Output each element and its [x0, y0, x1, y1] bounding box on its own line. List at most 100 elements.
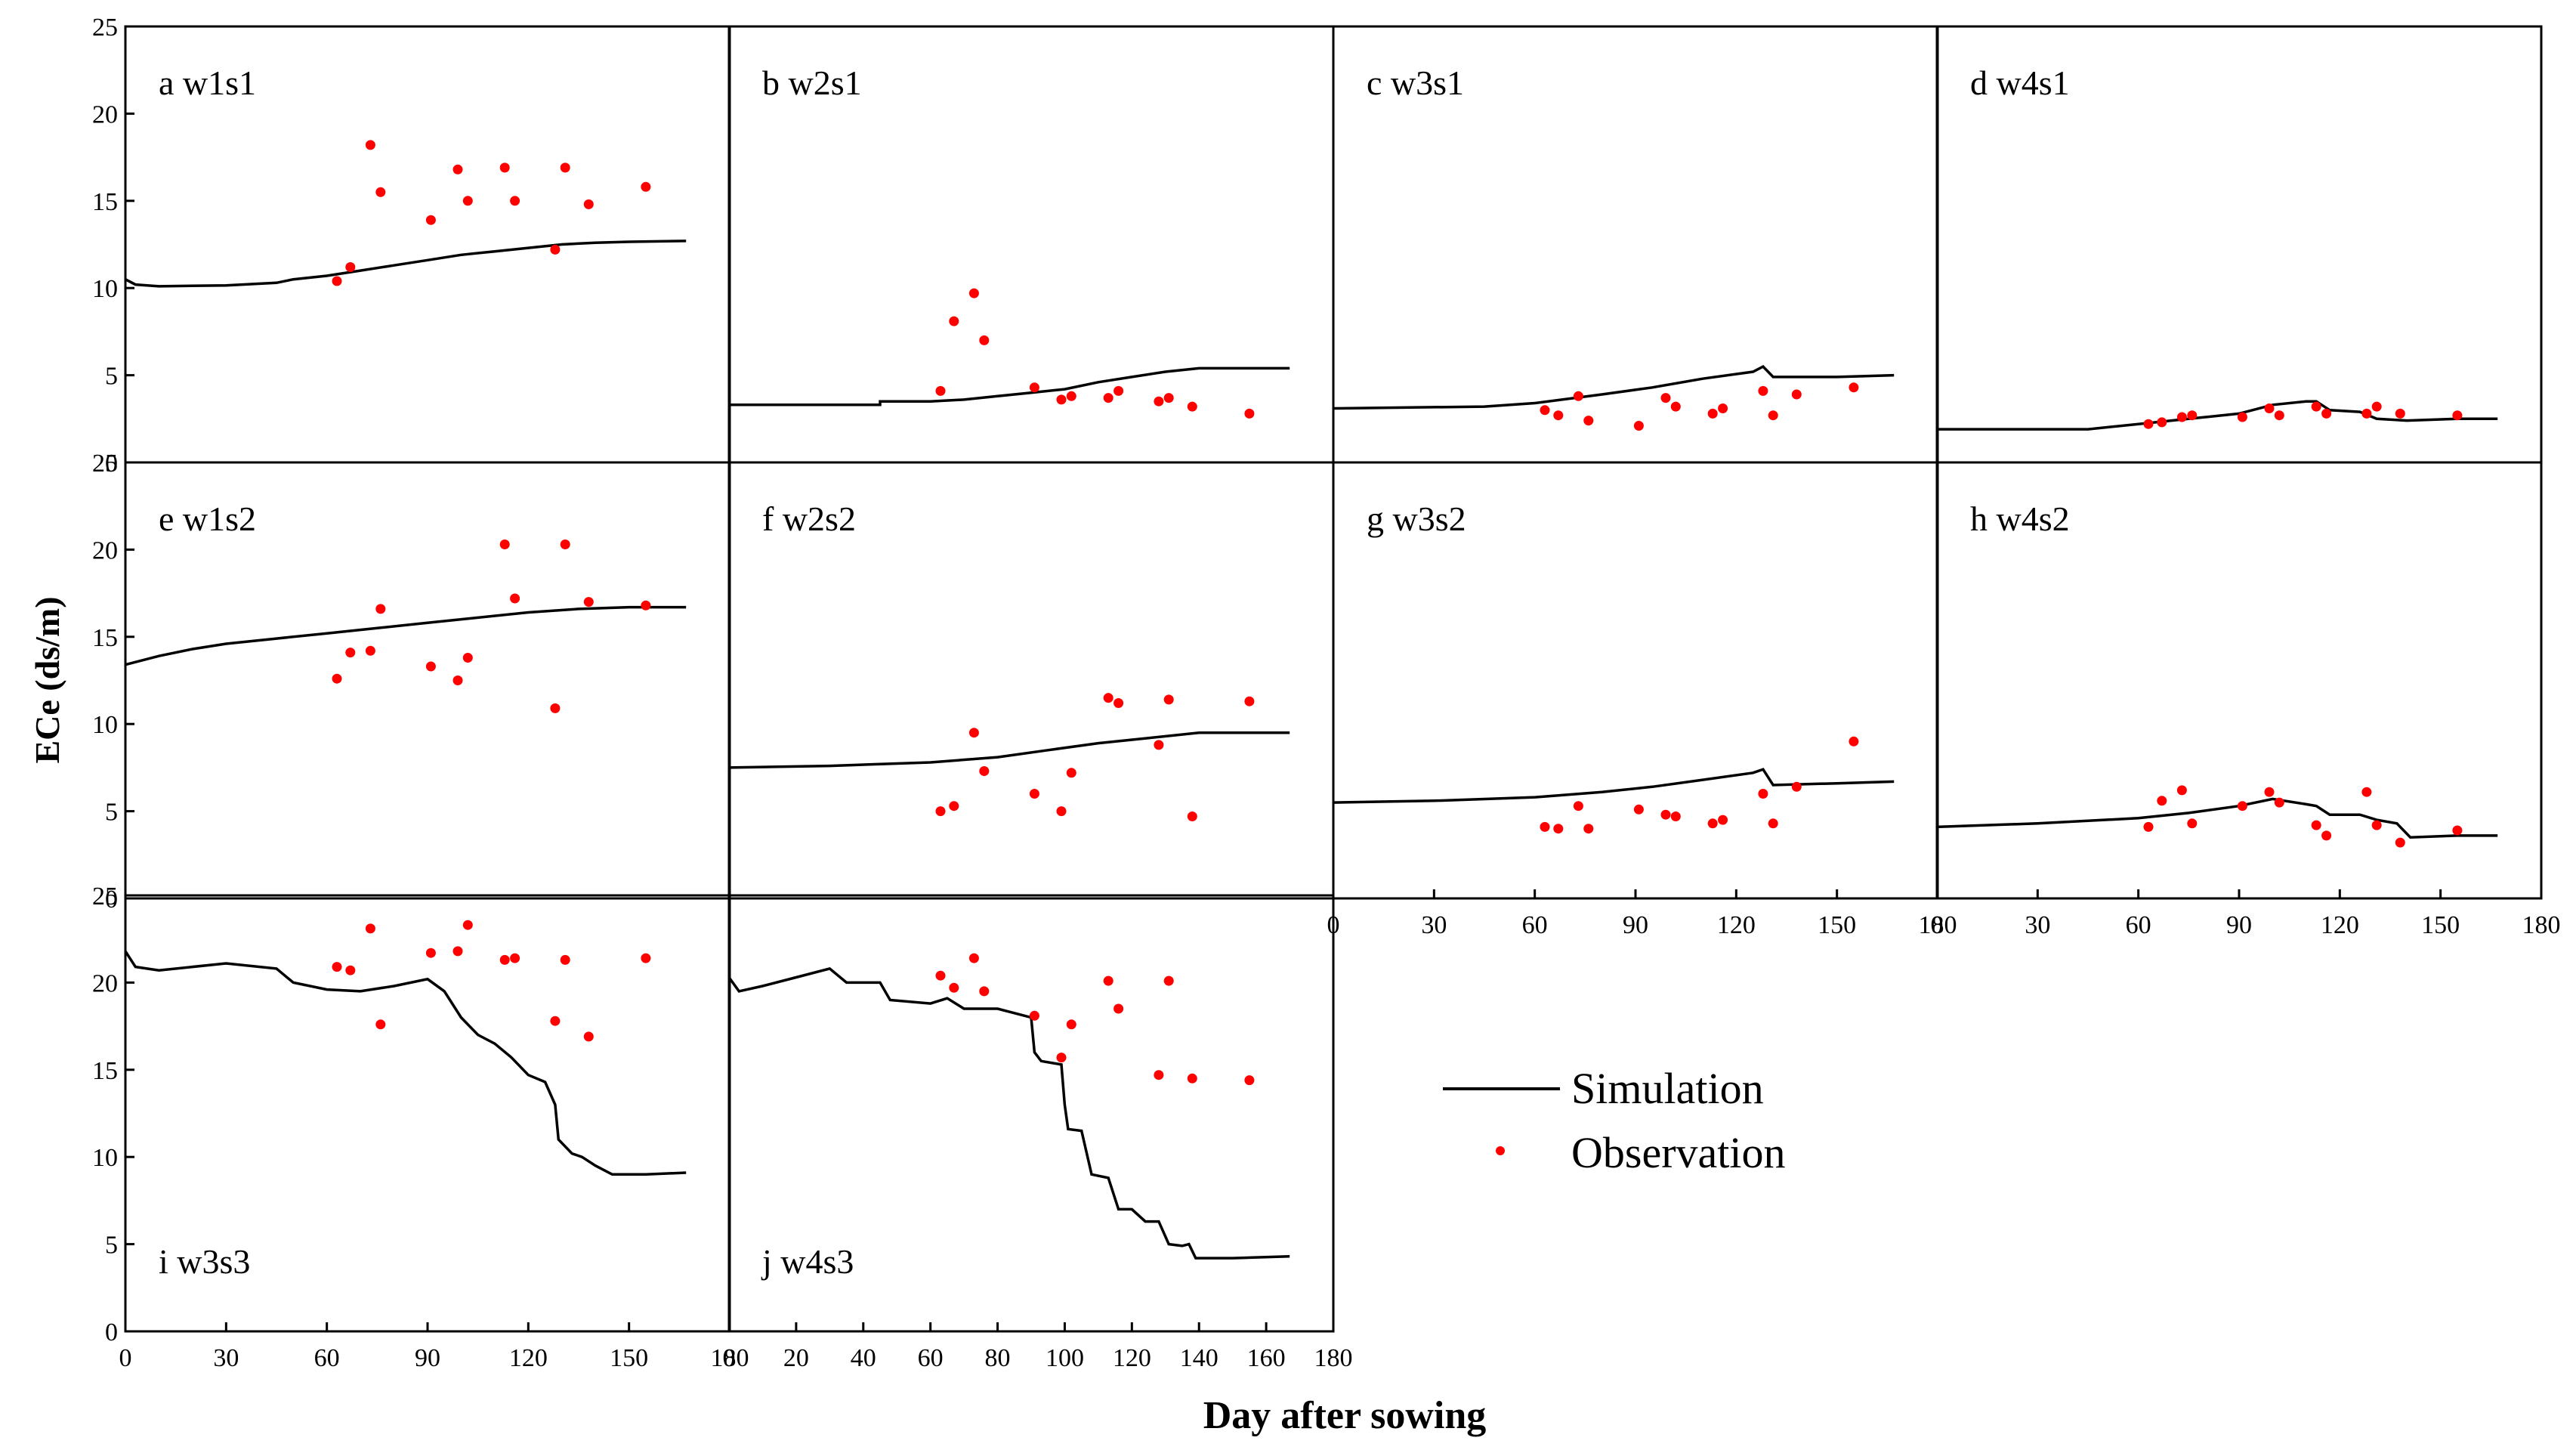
- y-tick-label: 10: [92, 711, 118, 739]
- observation-point: [365, 140, 375, 150]
- observation-point: [1660, 809, 1671, 820]
- observation-point: [452, 946, 463, 957]
- observation-point: [2452, 825, 2463, 836]
- panel-h: 0 30 60 90 120 150 180 h w4s2: [1931, 461, 2561, 939]
- observation-point: [2395, 408, 2405, 419]
- observation-point: [2157, 796, 2167, 806]
- x-tick-label: 60: [314, 1344, 340, 1372]
- simulation-line: [729, 366, 1290, 407]
- observation-point: [1707, 408, 1718, 419]
- x-tick-label: 90: [1623, 911, 1648, 939]
- panel-b: b w2s1: [727, 25, 1335, 464]
- simulation-line: [125, 240, 687, 288]
- observation-point: [2187, 818, 2198, 829]
- observation-point: [1113, 385, 1124, 396]
- observation-point: [935, 806, 946, 817]
- observation-point: [583, 597, 594, 607]
- panel-g: 0 30 60 90 120 150 180 g w3s2: [1327, 461, 1957, 939]
- observation-point: [510, 953, 520, 963]
- observation-point: [2143, 419, 2154, 429]
- panel-title: j w4s3: [761, 1242, 854, 1281]
- observation-point: [2264, 787, 2275, 797]
- observation-point: [1056, 394, 1067, 405]
- observation-point: [583, 1031, 594, 1042]
- observation-point: [968, 288, 979, 298]
- observation-point: [1849, 382, 1859, 393]
- observation-point: [1573, 801, 1583, 812]
- observation-point: [1718, 403, 1728, 413]
- observation-point: [1163, 393, 1174, 403]
- observation-point: [1768, 818, 1778, 829]
- x-tick-label: 180: [711, 1344, 749, 1372]
- observation-point: [462, 920, 473, 930]
- observation-point: [510, 593, 520, 604]
- y-tick-label: 20: [92, 100, 118, 128]
- observation-point: [949, 801, 959, 812]
- observation-point: [365, 923, 375, 934]
- x-tick-label: 30: [1421, 911, 1447, 939]
- y-tick-label: 5: [105, 363, 118, 391]
- y-tick-label: 25: [92, 883, 118, 910]
- observation-point: [499, 539, 510, 549]
- panel-title: e w1s2: [159, 499, 256, 538]
- observation-point: [1056, 1053, 1067, 1063]
- panel-j: 0 20 40 60 80 100 120 140 160 180 j w4s3: [723, 894, 1353, 1372]
- x-tick-label: 120: [1113, 1344, 1151, 1372]
- y-tick-label: 20: [92, 969, 118, 997]
- observation-point: [2321, 830, 2332, 841]
- observation-point: [2311, 820, 2321, 830]
- simulation-line: [1936, 797, 2498, 839]
- observation-point: [332, 962, 342, 972]
- y-tick-label: 10: [92, 1144, 118, 1172]
- observation-point: [1154, 740, 1164, 750]
- observation-point: [1540, 405, 1550, 416]
- observation-point: [935, 970, 946, 981]
- x-tick-label: 180: [1919, 911, 1957, 939]
- observation-point: [935, 385, 946, 396]
- observation-point: [1244, 696, 1255, 706]
- x-tick-label: 90: [415, 1344, 440, 1372]
- x-tick-label: 160: [1247, 1344, 1286, 1372]
- panels-group: 0 5 10 15 20 25 a w1s1 b w2s1 c w3s1 d w4s1 0 5 10 15…: [92, 14, 2561, 1372]
- y-tick-label: 25: [92, 450, 118, 478]
- observation-point: [425, 661, 436, 672]
- observation-point: [1187, 401, 1197, 412]
- observation-point: [1154, 396, 1164, 407]
- observation-point: [550, 1016, 561, 1026]
- x-tick-label: 40: [851, 1344, 876, 1372]
- observation-point: [452, 164, 463, 175]
- observation-point: [1660, 393, 1671, 403]
- observation-point: [1066, 768, 1076, 778]
- observation-point: [2187, 410, 2198, 421]
- observation-point: [1029, 789, 1039, 799]
- y-tick-label: 20: [92, 536, 118, 564]
- observation-point: [2237, 412, 2247, 422]
- observation-point: [1768, 410, 1778, 421]
- observation-point: [499, 162, 510, 173]
- observation-point: [375, 1019, 386, 1030]
- x-tick-label: 120: [1717, 911, 1756, 939]
- observation-point: [345, 648, 356, 658]
- observation-point: [1553, 824, 1564, 834]
- observation-point: [1163, 694, 1174, 705]
- observation-point: [1540, 821, 1550, 832]
- observation-point: [1113, 1003, 1124, 1014]
- observation-point: [1791, 781, 1802, 792]
- observation-point: [2311, 401, 2321, 412]
- observation-point: [425, 215, 436, 225]
- observation-point: [1154, 1070, 1164, 1080]
- observation-point: [462, 653, 473, 663]
- x-tick-label: 120: [2321, 911, 2359, 939]
- y-tick-label: 15: [92, 1057, 118, 1085]
- observation-point: [2157, 417, 2167, 428]
- observation-point: [1573, 391, 1583, 401]
- observation-point: [1707, 818, 1718, 829]
- observation-point: [2395, 837, 2405, 848]
- x-tick-label: 0: [1931, 911, 1944, 939]
- observation-point: [560, 162, 570, 173]
- observation-point: [2264, 403, 2275, 413]
- x-tick-label: 90: [2226, 911, 2252, 939]
- x-tick-label: 150: [2421, 911, 2460, 939]
- observation-point: [1791, 389, 1802, 400]
